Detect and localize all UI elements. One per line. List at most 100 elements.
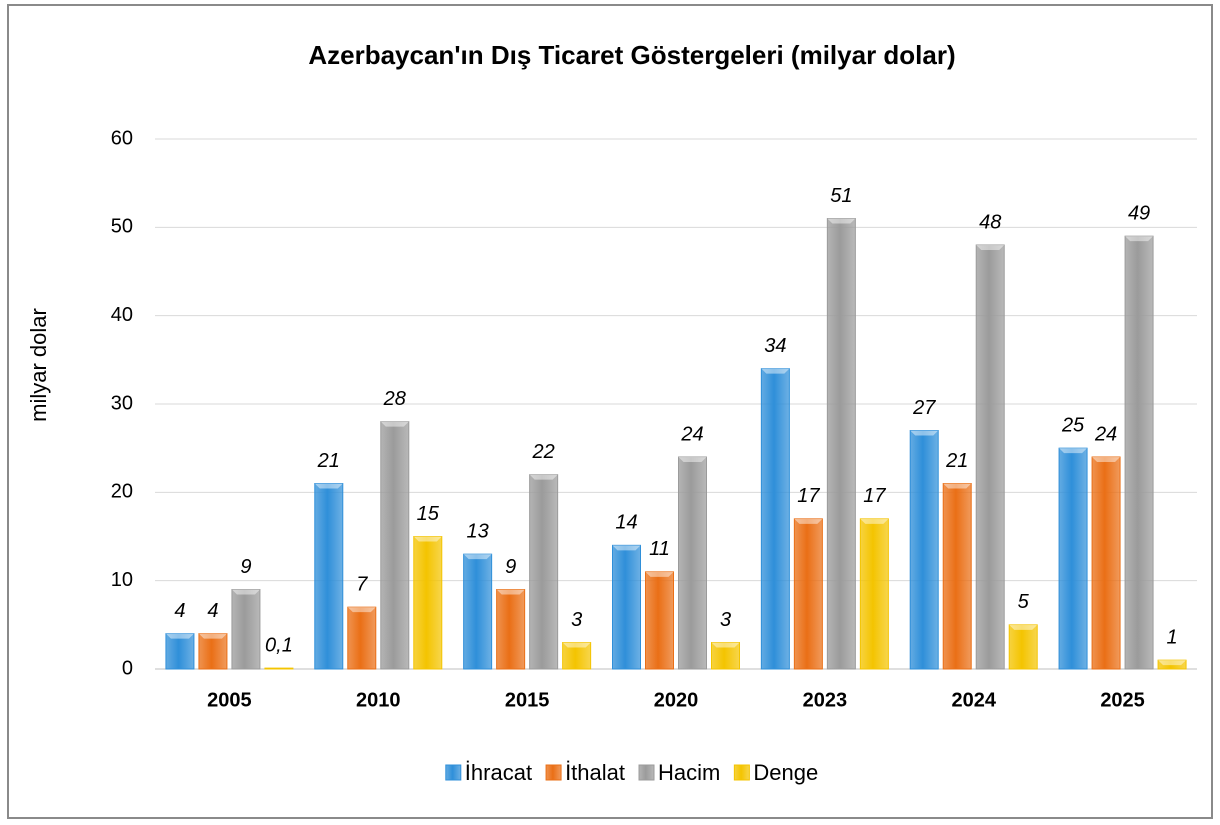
y-axis-label: milyar dolar: [26, 308, 51, 422]
bar-bevel: [347, 607, 376, 613]
data-label: 28: [383, 388, 406, 410]
bar-bevel: [1009, 624, 1038, 630]
bar: [198, 633, 228, 670]
data-label: 25: [1061, 414, 1085, 436]
chart-frame: [7, 4, 1213, 819]
bar-bevel: [645, 571, 674, 577]
bar-bevel: [1158, 660, 1187, 666]
bar-bevel: [496, 589, 525, 595]
bar: [1058, 447, 1088, 670]
legend-swatch: [733, 764, 750, 781]
bar: [859, 518, 889, 670]
bar: [1124, 235, 1154, 670]
bar: [413, 536, 443, 670]
bar: [562, 642, 592, 670]
data-label: 5: [1018, 591, 1030, 613]
x-tick-label: 2020: [654, 689, 699, 711]
data-label: 17: [797, 485, 820, 507]
bar-bevel: [413, 536, 442, 542]
x-tick-label: 2015: [505, 689, 550, 711]
data-label: 21: [317, 450, 340, 472]
bar-bevel: [314, 483, 343, 489]
x-tick-label: 2010: [356, 689, 401, 711]
bar-bevel: [529, 474, 558, 480]
bar-bevel: [231, 589, 260, 595]
bar: [826, 218, 856, 670]
data-label: 48: [979, 211, 1001, 233]
legend-swatch: [445, 764, 462, 781]
bar: [165, 633, 195, 670]
x-tick-label: 2023: [803, 689, 848, 711]
y-tick-label: 10: [111, 569, 133, 591]
bar: [760, 368, 790, 670]
data-label: 4: [207, 600, 218, 622]
bar: [612, 544, 641, 670]
bar: [942, 483, 972, 670]
bar-bevel: [562, 642, 591, 648]
data-label: 9: [505, 556, 516, 578]
y-tick-label: 0: [122, 657, 133, 679]
bar: [347, 606, 377, 670]
legend-swatch: [638, 764, 655, 781]
y-tick-label: 60: [111, 127, 133, 149]
bar: [711, 642, 740, 670]
data-label: 24: [1094, 423, 1117, 445]
bar: [264, 667, 294, 670]
legend-label: İhracat: [465, 760, 532, 785]
data-label: 7: [356, 573, 368, 595]
bar: [975, 244, 1005, 670]
bar: [231, 589, 261, 670]
bar: [909, 430, 939, 670]
bar: [1091, 456, 1121, 670]
bar-bevel: [380, 421, 409, 427]
data-label: 4: [174, 600, 185, 622]
data-label: 11: [649, 538, 670, 560]
x-tick-label: 2024: [951, 689, 996, 711]
bar: [314, 483, 344, 670]
x-tick-label: 2025: [1100, 689, 1145, 711]
y-tick-label: 40: [111, 304, 133, 326]
bar-bevel: [711, 642, 740, 648]
bar-bevel: [761, 368, 790, 374]
data-label: 14: [615, 512, 637, 534]
bar-bevel: [678, 457, 707, 462]
y-tick-label: 50: [111, 216, 133, 238]
legend-label: Denge: [753, 760, 818, 785]
bar-bevel: [463, 554, 492, 560]
bar-bevel: [198, 633, 227, 639]
data-label: 34: [764, 335, 786, 357]
bar: [496, 589, 526, 670]
data-label: 9: [240, 556, 251, 578]
bar: [645, 571, 674, 670]
bar: [1157, 659, 1187, 670]
bar: [1008, 624, 1038, 670]
bar: [529, 474, 559, 670]
data-label: 21: [945, 450, 968, 472]
y-tick-label: 20: [111, 481, 133, 503]
data-label: 22: [532, 441, 555, 463]
data-label: 13: [467, 520, 489, 542]
bar-bevel: [165, 633, 194, 639]
data-label: 49: [1128, 202, 1150, 224]
data-label: 3: [720, 609, 731, 631]
bar-bevel: [943, 483, 972, 489]
bar: [463, 553, 493, 670]
legend-label: İthalat: [565, 760, 625, 785]
bar: [793, 518, 823, 670]
y-tick-label: 30: [111, 392, 133, 414]
data-label: 27: [912, 397, 936, 419]
x-tick-label: 2005: [207, 689, 252, 711]
bar-bevel: [860, 518, 889, 524]
bar: [380, 421, 410, 670]
bar-bevel: [910, 430, 939, 436]
legend-label: Hacim: [658, 760, 720, 785]
bar-bevel: [976, 245, 1005, 250]
data-label: 0,1: [265, 634, 293, 656]
bar: [678, 456, 707, 670]
legend-swatch: [545, 764, 562, 781]
bar-bevel: [1125, 236, 1154, 242]
bar-bevel: [1059, 448, 1088, 454]
legend: İhracat İthalat Hacim Denge: [445, 760, 818, 785]
bar-bevel: [612, 545, 641, 551]
